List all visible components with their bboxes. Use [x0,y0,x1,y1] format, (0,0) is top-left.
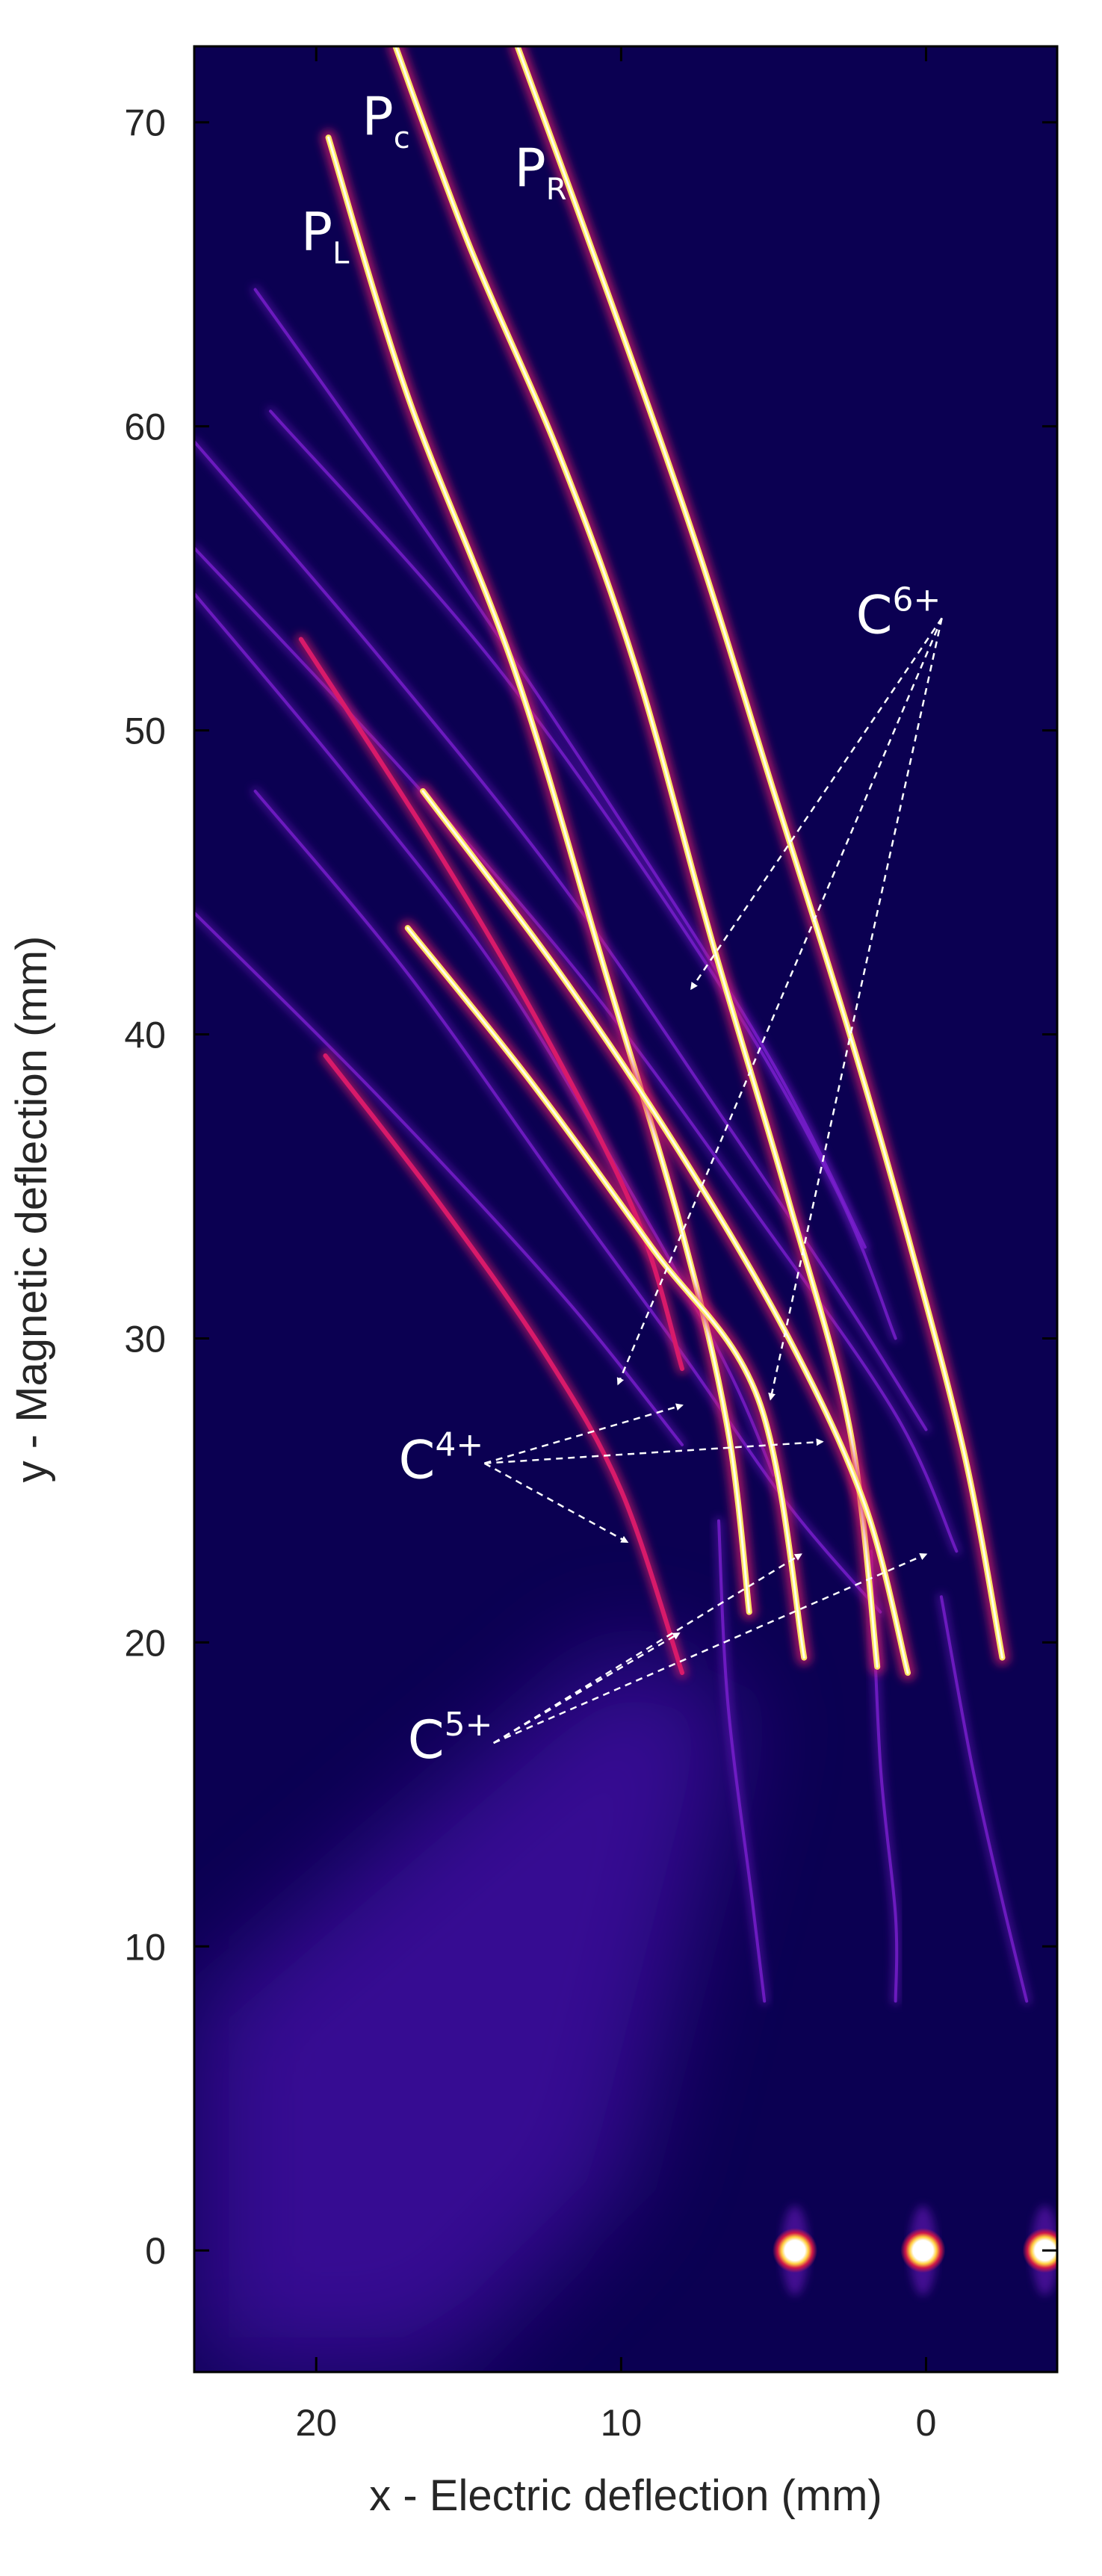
label-c6--main: C [856,584,893,645]
y-tick-label: 0 [145,2230,166,2272]
y-tick-label: 50 [124,710,166,752]
y-tick-label: 30 [124,1318,166,1360]
arrow-c6--1 [690,617,943,991]
arrow-c4--3 [483,1462,629,1544]
label-pr-sub: R [546,173,567,207]
label-c4--sup: 4+ [435,1426,483,1464]
y-tick-label: 20 [124,1622,166,1664]
label-pr: PR [515,137,567,207]
diffuse-glow [194,1642,743,2372]
arrow-c6--3 [768,618,943,1401]
arrow-c5--2 [493,1553,802,1744]
label-c4-: C4+ [398,1426,483,1491]
x-tick-label: 0 [916,2402,937,2444]
y-axis-title: y - Magnetic deflection (mm) [7,936,56,1483]
y-tick-label: 40 [124,1015,166,1056]
zero-order-spot-1 [773,2228,818,2273]
track-p-r-core [516,46,1004,1659]
track-c4-c-core [421,790,909,1674]
label-pl-main: P [301,202,332,263]
track-c4-a [323,1053,685,1676]
label-pr-main: P [515,137,546,199]
track-c4-b-core [406,926,805,1659]
track-c5-b [194,592,776,1477]
zero-order-spots [773,2205,1057,2296]
label-c6-: C6+ [856,580,941,645]
x-axis-title: x - Electric deflection (mm) [369,2471,882,2520]
y-tick-label: 70 [124,102,166,144]
zero-order-spot-3 [1022,2228,1057,2273]
label-pc-sub: c [394,121,410,155]
label-pc-main: P [362,86,393,147]
y-tick-label: 60 [124,406,166,448]
label-pl-sub: L [332,237,350,271]
track-trace-a [194,911,684,1446]
label-c5--main: C [408,1709,445,1771]
y-tick-label: 10 [124,1926,166,1968]
track-trace-b [716,1519,767,2003]
label-pl: PL [301,202,350,271]
label-c4--main: C [398,1430,435,1491]
zero-order-spot-2 [900,2228,946,2273]
track-p-l-core [327,136,751,1614]
label-c6--sup: 6+ [893,580,941,619]
ion-tracks [194,46,1031,2005]
plot-frame [193,45,1059,2374]
x-tick-label: 10 [601,2402,643,2444]
label-c5-: C5+ [408,1706,493,1771]
arrow-c4--1 [484,1403,684,1464]
track-c6-a [194,440,928,1431]
diffuse-glow-band [194,1642,743,2372]
track-trace-d [939,1595,1029,2003]
arrow-c4--2 [484,1438,824,1464]
label-pc: Pc [362,86,409,155]
axes: 20 10 0 0 10 20 30 40 50 60 70 [124,45,1059,2444]
track-p-c-core [394,46,879,1668]
x-tick-label: 20 [295,2402,337,2444]
label-c5--sup: 5+ [445,1706,493,1744]
track-c6-d [269,409,897,1340]
